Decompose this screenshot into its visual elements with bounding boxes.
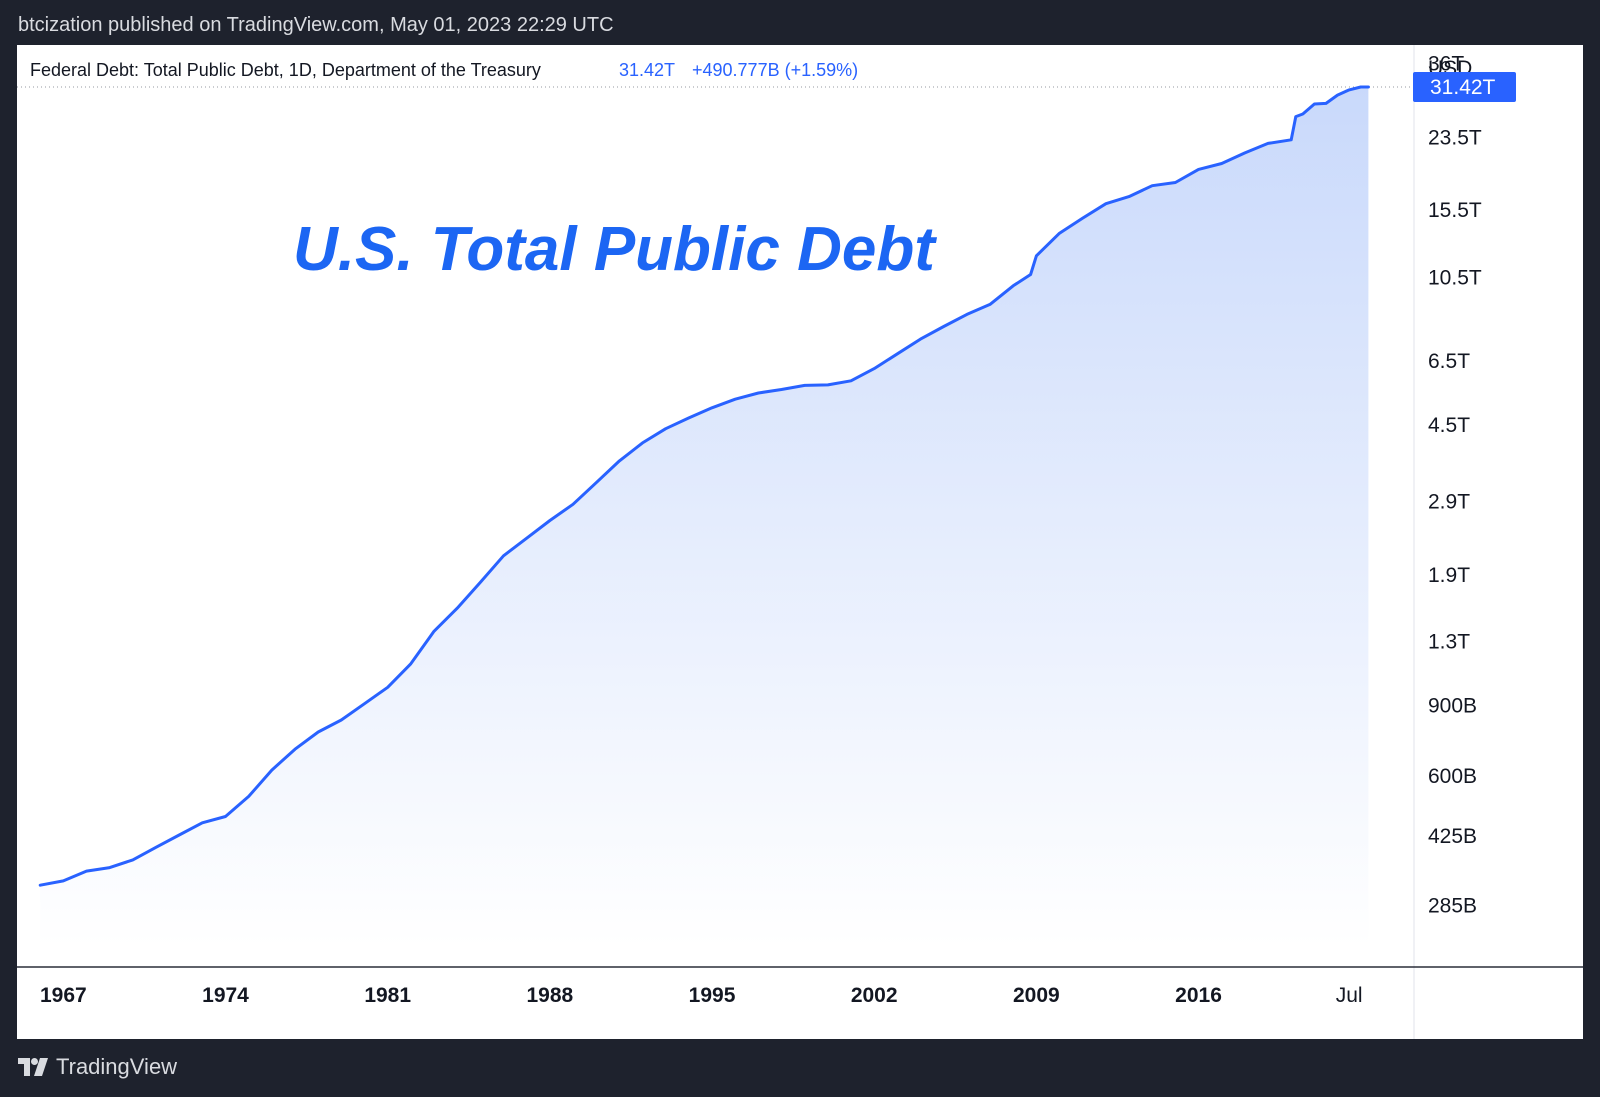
time-tick-label: 1974 — [202, 984, 249, 1007]
price-tick-label: 1.9T — [1428, 564, 1470, 587]
legend-series-title: Federal Debt: Total Public Debt, 1D, Dep… — [30, 60, 541, 80]
price-tick-label: 23.5T — [1428, 127, 1482, 150]
time-tick-label: 2016 — [1175, 984, 1222, 1007]
time-axis-ticks: 1967 1974 1981 1988 1995 2002 2009 2016 Jul — [40, 984, 1363, 1007]
legend-change: +490.777B (+1.59%) — [692, 60, 858, 80]
price-tick-label: 285B — [1428, 894, 1477, 917]
chart-svg: Federal Debt: Total Public Debt, 1D, Dep… — [17, 45, 1583, 1039]
last-price-tag-label: 31.42T — [1430, 76, 1496, 99]
price-tick-label: 425B — [1428, 825, 1477, 848]
price-tick-label: 600B — [1428, 765, 1477, 788]
legend-last-value: 31.42T — [619, 60, 675, 80]
price-tick-label: 15.5T — [1428, 199, 1482, 222]
last-price-tag-bg — [1413, 72, 1516, 103]
series-area — [40, 87, 1369, 947]
time-tick-label: 1967 — [40, 984, 87, 1007]
tradingview-logo-text: TradingView — [56, 1054, 178, 1079]
last-price-tag: 31.42T — [1413, 72, 1516, 103]
price-tick-label: 6.5T — [1428, 350, 1470, 373]
price-tick-label: 1.3T — [1428, 630, 1470, 653]
price-tick-label: 10.5T — [1428, 267, 1482, 290]
price-tick-label: 4.5T — [1428, 414, 1470, 437]
price-axis-ticks: 36T 23.5T 15.5T 10.5T 6.5T 4.5T 2.9T 1.9T 1.3T 90… — [1428, 52, 1482, 917]
time-tick-label: 1988 — [526, 984, 573, 1007]
chart-title: U.S. Total Public Debt — [293, 215, 937, 284]
publish-line: btcization published on TradingView.com,… — [18, 14, 614, 36]
time-tick-label: 2009 — [1013, 984, 1060, 1007]
price-tick-label: 900B — [1428, 694, 1477, 717]
time-tick-label: Jul — [1336, 984, 1363, 1007]
price-tick-label: 36T — [1428, 52, 1464, 75]
time-tick-label: 1981 — [364, 984, 411, 1007]
series-line — [38, 85, 1370, 887]
chart-panel: Federal Debt: Total Public Debt, 1D, Dep… — [17, 45, 1583, 1039]
time-tick-label: 2002 — [851, 984, 898, 1007]
time-tick-label: 1995 — [689, 984, 736, 1007]
price-tick-label: 2.9T — [1428, 491, 1470, 514]
tradingview-logo[interactable]: TradingView — [18, 1054, 177, 1080]
tradingview-logo-icon — [18, 1058, 48, 1076]
